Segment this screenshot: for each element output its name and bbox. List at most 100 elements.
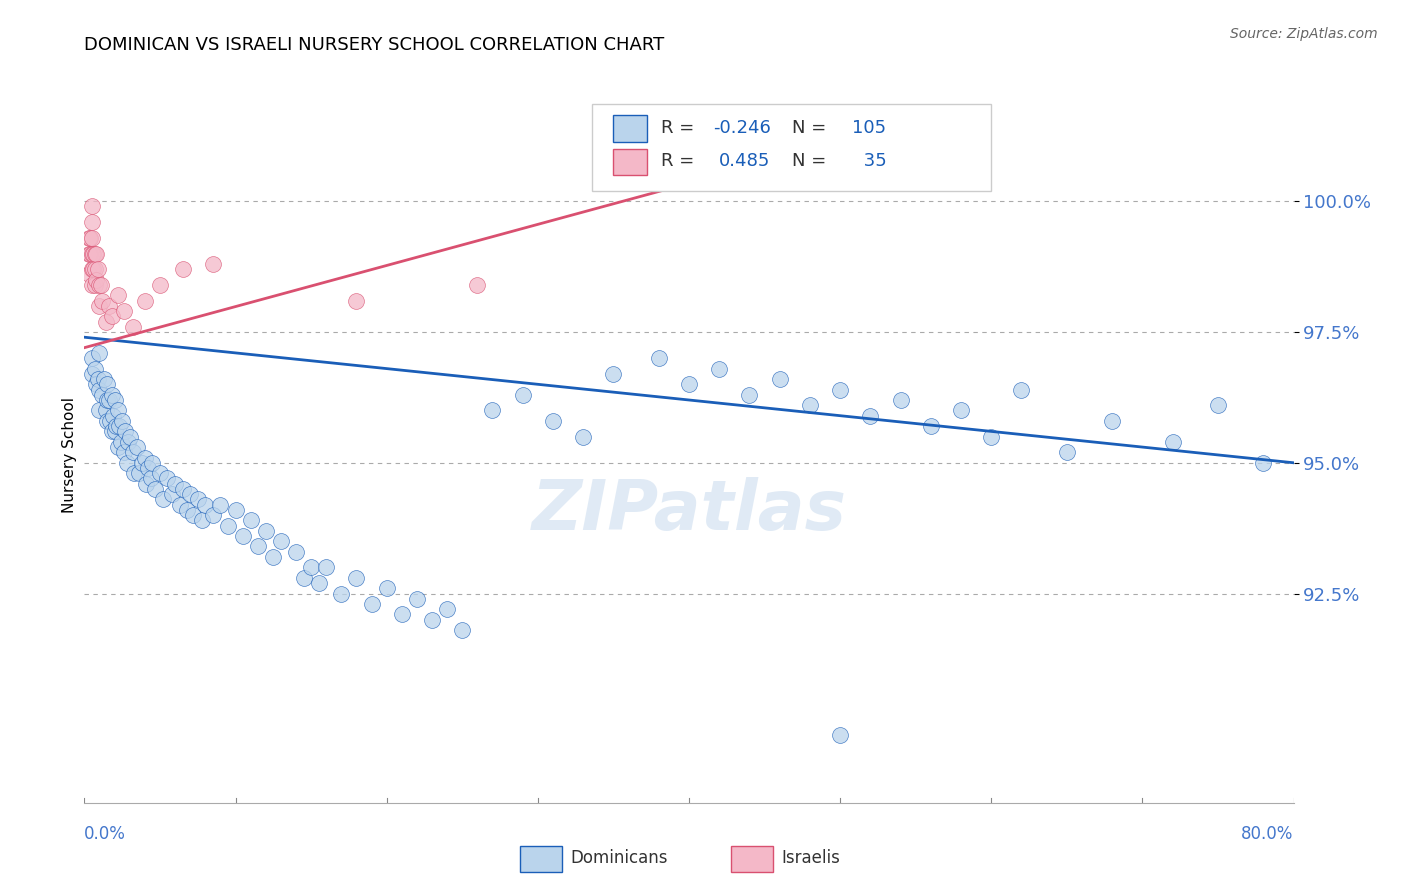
Point (181, 508, 204, 522)
Point (86, 246, 108, 260)
Point (194, 498, 217, 512)
Point (77, 246, 100, 260)
Point (114, 425, 136, 439)
Point (799, 398, 821, 412)
Point (330, 586, 353, 600)
Point (141, 456, 163, 470)
Point (920, 419, 942, 434)
Point (1206, 398, 1229, 412)
Point (375, 582, 398, 596)
Point (79, 246, 101, 260)
Point (436, 602, 458, 616)
Point (100, 310, 122, 324)
Point (980, 429, 1002, 443)
Y-axis label: Nursery School: Nursery School (62, 397, 77, 513)
Point (187, 492, 209, 507)
Point (1251, 456, 1274, 470)
Text: 80.0%: 80.0% (1241, 825, 1294, 843)
Point (149, 467, 172, 481)
Point (104, 392, 127, 407)
Point (98, 414, 121, 428)
Point (160, 487, 183, 501)
Point (111, 414, 134, 428)
Point (80, 367, 103, 381)
Text: -0.246: -0.246 (713, 119, 770, 136)
Point (270, 534, 292, 549)
Point (104, 425, 127, 439)
Text: 0.0%: 0.0% (84, 825, 127, 843)
Point (647, 351, 671, 366)
Point (292, 571, 315, 585)
Point (84, 361, 107, 376)
Point (80, 231, 103, 245)
Point (127, 440, 149, 454)
Point (391, 607, 413, 622)
Point (80, 262, 103, 277)
Point (82, 246, 104, 260)
Point (179, 487, 201, 501)
Point (117, 434, 139, 449)
Text: DOMINICAN VS ISRAELI NURSERY SCHOOL CORRELATION CHART: DOMINICAN VS ISRAELI NURSERY SCHOOL CORR… (84, 36, 665, 54)
Point (97, 392, 120, 407)
Point (467, 277, 489, 292)
Point (738, 388, 761, 402)
Point (420, 613, 443, 627)
Text: 0.485: 0.485 (720, 153, 770, 170)
Point (112, 445, 135, 459)
Text: N =: N = (792, 153, 832, 170)
Point (950, 403, 973, 417)
Point (136, 461, 159, 475)
Point (96, 377, 118, 392)
Point (830, 383, 852, 397)
Point (89, 346, 111, 360)
Point (128, 467, 150, 481)
Point (101, 409, 124, 423)
Point (89, 403, 111, 417)
Point (299, 560, 322, 574)
Point (134, 293, 156, 308)
Point (96, 392, 118, 407)
Point (86, 273, 108, 287)
Point (209, 498, 232, 512)
Point (172, 482, 194, 496)
Point (1101, 414, 1123, 428)
Point (308, 576, 330, 591)
Point (678, 377, 700, 392)
Point (82, 262, 104, 277)
Text: N =: N = (792, 119, 832, 136)
Point (84, 262, 107, 277)
Point (89, 299, 111, 313)
Point (77, 268, 100, 282)
Point (110, 434, 132, 449)
Point (79, 231, 101, 245)
Point (89, 383, 111, 397)
FancyBboxPatch shape (592, 103, 991, 191)
Point (239, 513, 262, 527)
Point (105, 419, 128, 434)
Point (262, 549, 284, 564)
Point (131, 456, 153, 470)
Point (152, 492, 174, 507)
Point (481, 403, 503, 417)
Point (346, 571, 368, 585)
Point (121, 319, 143, 334)
Point (97, 299, 120, 313)
Point (172, 262, 194, 277)
Point (94, 403, 117, 417)
Point (145, 482, 167, 496)
Point (830, 728, 852, 742)
Point (602, 367, 624, 381)
Point (89, 277, 111, 292)
Point (94, 314, 117, 328)
Point (121, 445, 143, 459)
Point (112, 304, 135, 318)
Text: ZIPatlas: ZIPatlas (531, 477, 846, 544)
Point (115, 456, 138, 470)
Point (360, 597, 382, 611)
Point (572, 429, 595, 443)
Point (93, 372, 115, 386)
Point (107, 440, 129, 454)
Point (169, 498, 191, 512)
Text: 105: 105 (852, 119, 886, 136)
Point (107, 403, 129, 417)
